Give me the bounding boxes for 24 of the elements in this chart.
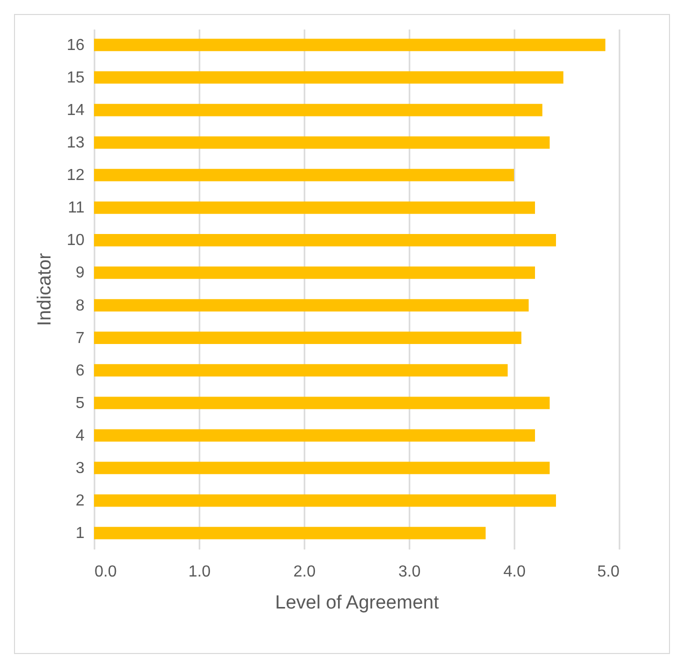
y-tick-label: 2	[76, 492, 85, 510]
y-tick-label: 16	[66, 36, 85, 54]
x-axis-title: Level of Agreement	[275, 592, 440, 614]
y-tick-label: 1	[76, 525, 85, 542]
x-tick-label: 1.0	[188, 564, 211, 580]
y-tick-label: 7	[76, 330, 85, 347]
y-tick-label: 13	[66, 134, 85, 152]
x-tick-label: 4.0	[503, 564, 526, 580]
y-tick-label: 11	[68, 200, 85, 217]
y-tick-label: 6	[76, 362, 85, 380]
y-tick-label: 9	[76, 264, 85, 282]
y-tick-label: 5	[76, 394, 85, 412]
y-axis-title: Indicator	[34, 252, 56, 326]
x-tick-label: 5.0	[597, 564, 620, 580]
x-tick-label: 2.0	[293, 564, 316, 580]
y-tick-label: 15	[66, 69, 85, 86]
y-tick-label: 8	[76, 297, 85, 314]
y-tick-label: 3	[76, 460, 85, 477]
y-tick-label: 4	[76, 427, 85, 444]
x-tick-label: 3.0	[398, 564, 421, 580]
x-tick-label: 0.0	[94, 564, 117, 580]
y-tick-label: 14	[66, 102, 85, 120]
y-tick-label: 10	[66, 232, 85, 250]
y-tick-label: 12	[66, 167, 85, 184]
